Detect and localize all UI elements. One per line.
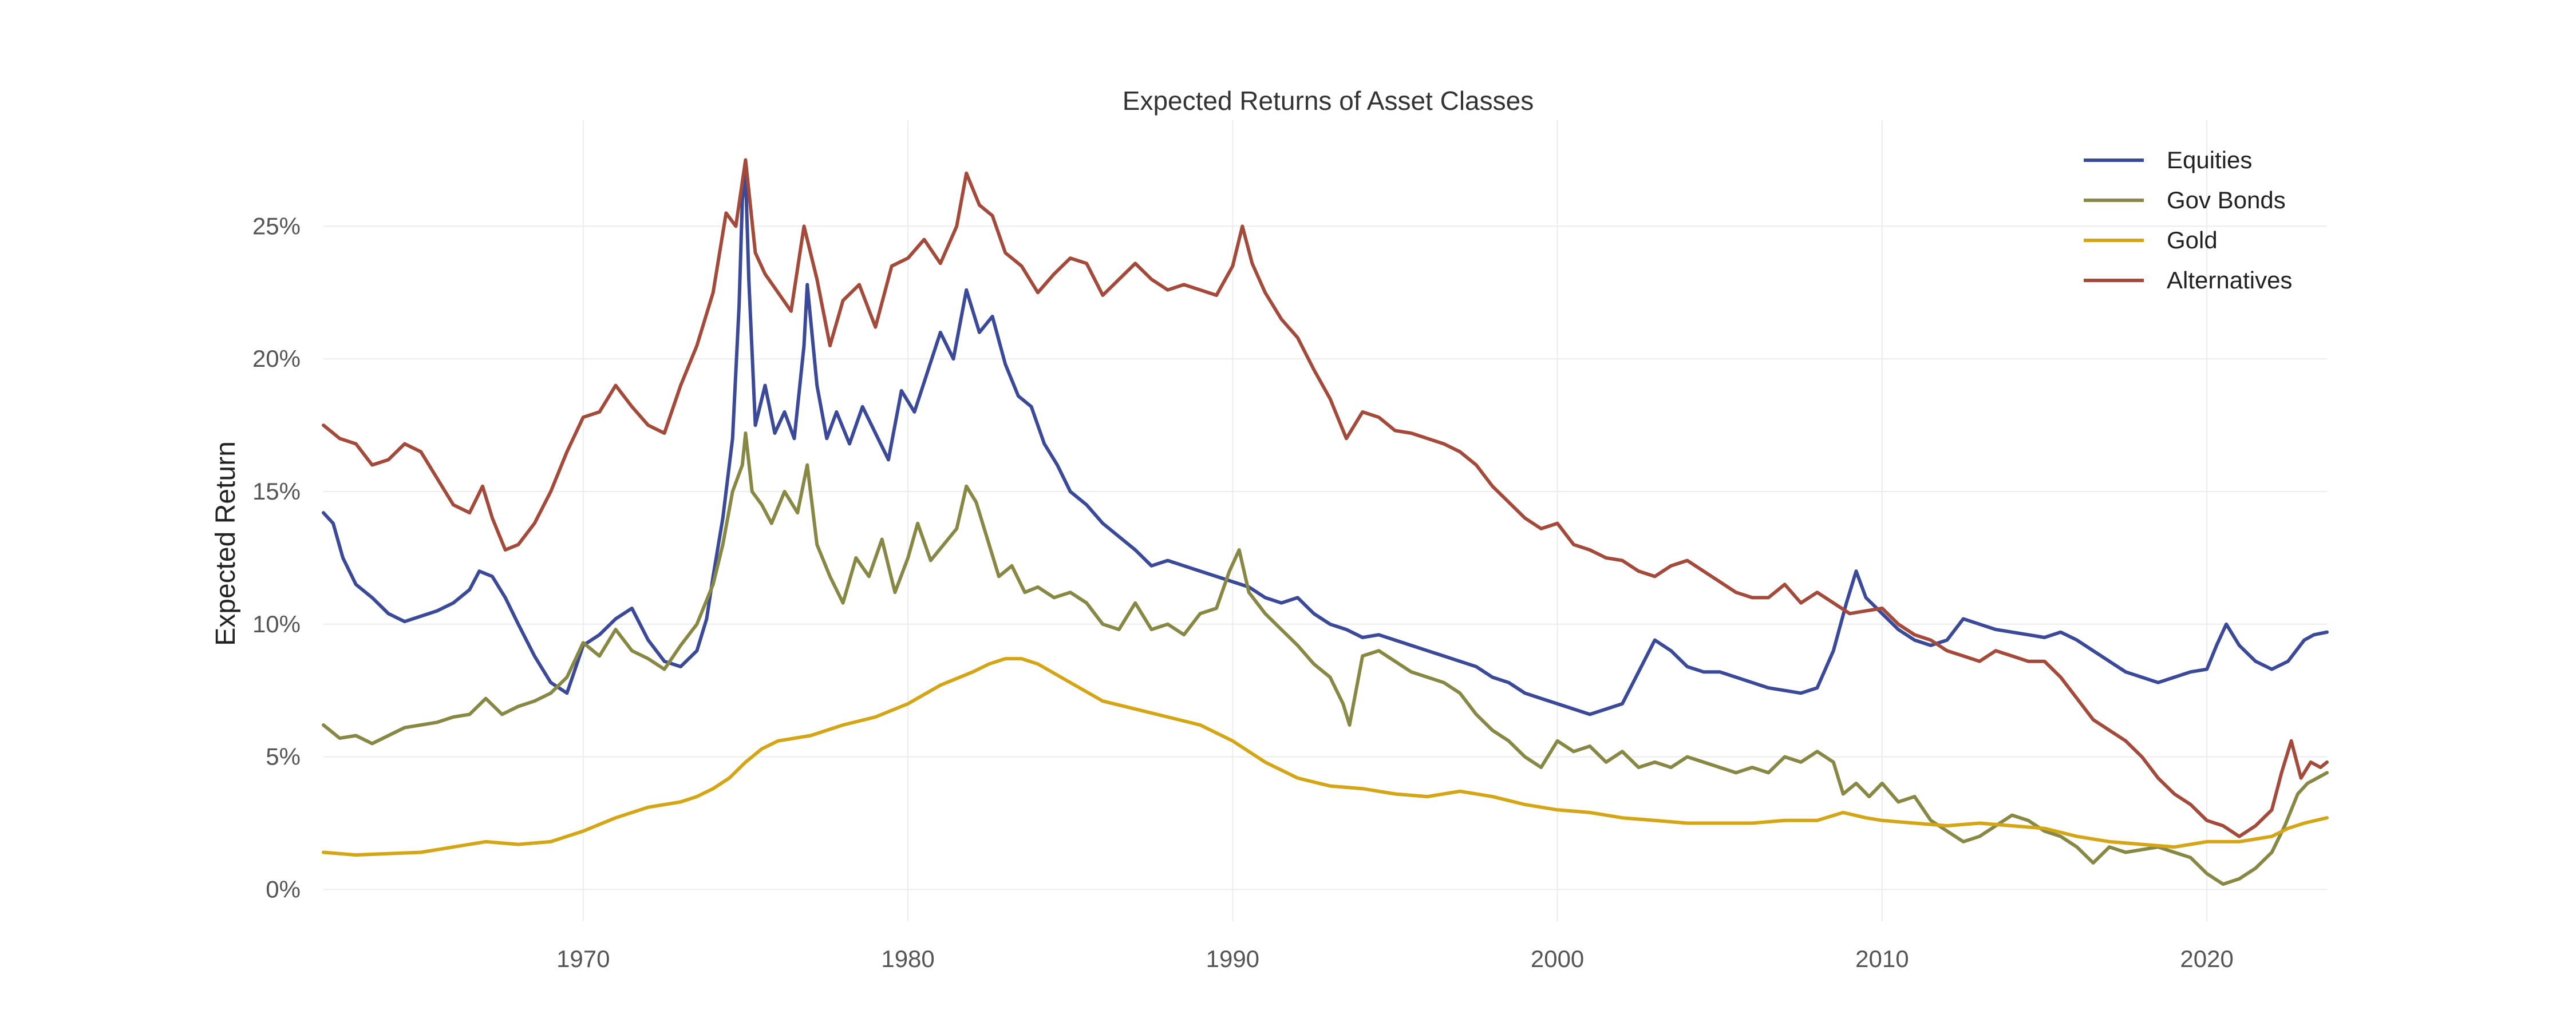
y-axis-label: Expected Return: [211, 441, 241, 646]
y-tick-label: 0%: [266, 876, 301, 902]
legend-label: Equities: [2167, 146, 2252, 173]
series-line-gold: [322, 657, 2329, 857]
series-line-equities: [322, 171, 2329, 716]
series-layer: [322, 158, 2329, 886]
x-tick-label: 2000: [1531, 945, 1584, 972]
series-line-alternatives: [322, 158, 2329, 838]
legend-label: Gold: [2167, 227, 2218, 253]
tick-layer: 0% 5% 10% 15% 20% 25% 1970 1980 1990 2000 2010 2020: [252, 212, 2234, 972]
grid-layer: [323, 120, 2327, 921]
x-tick-label: 1980: [881, 945, 934, 972]
legend: Equities Gov Bonds Gold Alternatives: [2084, 146, 2292, 294]
x-tick-label: 2010: [1855, 945, 1909, 972]
x-tick-label: 1990: [1206, 945, 1259, 972]
legend-label: Gov Bonds: [2167, 187, 2286, 213]
series-line-gov-bonds: [322, 431, 2329, 886]
y-tick-label: 10%: [252, 611, 301, 637]
y-tick-label: 15%: [252, 478, 301, 505]
legend-label: Alternatives: [2167, 267, 2292, 294]
chart-title: Expected Returns of Asset Classes: [1123, 86, 1534, 116]
y-tick-label: 20%: [252, 345, 301, 372]
x-tick-label: 1970: [556, 945, 610, 972]
y-tick-label: 5%: [266, 743, 301, 770]
y-tick-label: 25%: [252, 212, 301, 239]
x-tick-label: 2020: [2180, 945, 2233, 972]
